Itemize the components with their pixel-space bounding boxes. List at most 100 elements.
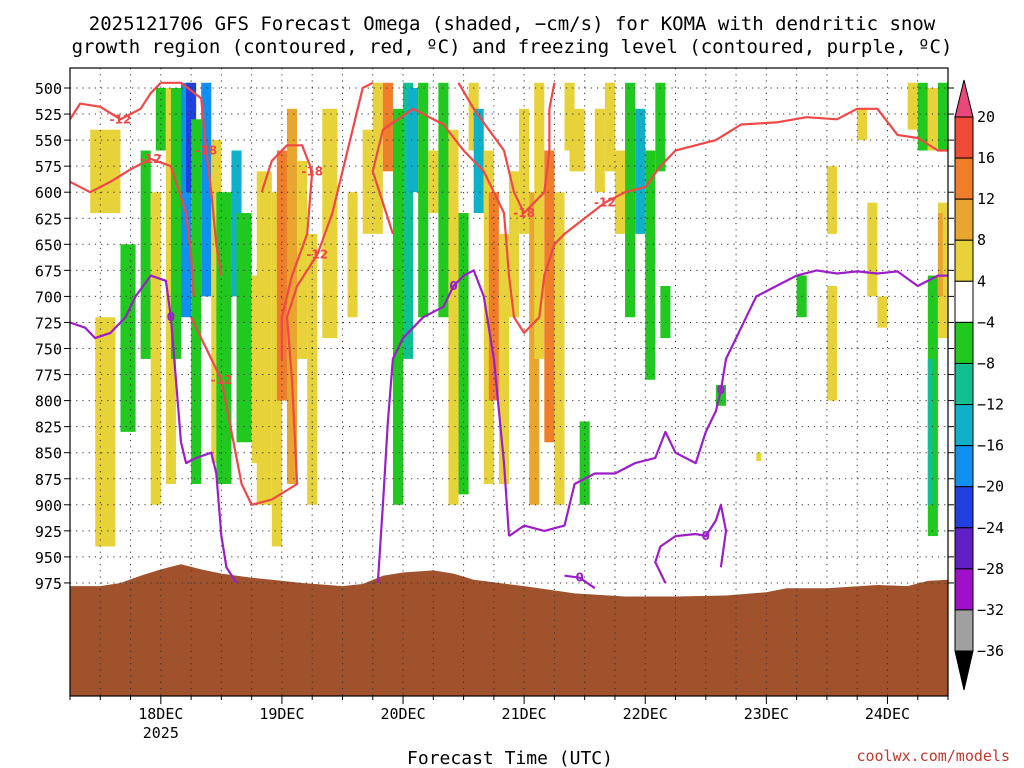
colorbar-box-10 [954, 527, 974, 570]
omega-cell-55 [645, 150, 656, 380]
omega-cell-15 [236, 213, 252, 443]
colorbar-label-9: −20 [977, 478, 1004, 496]
chart-title-line-2: growth region (contoured, red, ºC) and f… [72, 36, 953, 58]
x-year-label: 2025 [143, 724, 179, 742]
omega-cell-54 [635, 108, 646, 234]
y-tick-label-4: 600 [35, 184, 62, 202]
colorbar-label-0: 20 [977, 108, 995, 126]
omega-cell-67 [917, 82, 928, 151]
y-axis: 500 525 550 575 600 625 650 675 700 725 750 775 800 8… [35, 80, 954, 593]
dgz-contour-line-2 [160, 81, 223, 276]
omega-cell-68 [927, 88, 938, 151]
x-tick-label-0: 18DEC [138, 705, 183, 723]
omega-cell-65 [877, 296, 888, 328]
freezing-contour-label-3: 0 [702, 529, 710, 543]
omega-cell-8 [181, 82, 192, 318]
omega-cell-0 [90, 129, 121, 214]
omega-cell-24 [347, 192, 358, 318]
omega-cell-7 [170, 88, 182, 359]
omega-cell-5 [155, 88, 166, 151]
x-tick-label-2: 20DEC [380, 705, 425, 723]
x-axis-label: Forecast Time (UTC) [407, 748, 613, 768]
y-tick-label-5: 625 [35, 210, 62, 228]
colorbar-label-12: −32 [977, 601, 1004, 619]
omega-cell-2 [120, 244, 136, 432]
colorbar-box-0 [954, 116, 974, 159]
y-tick-label-19: 975 [35, 575, 62, 593]
dgz-contour-label-1: -12 [140, 152, 162, 166]
dgz-contour-line-3 [260, 144, 314, 359]
colorbar: 20 16 12 8 4 −4 −8 −12 −16 −20 −24 −28 −32 −36 [954, 79, 1004, 691]
colorbar-box-1 [954, 157, 974, 200]
omega-cell-3 [140, 150, 151, 359]
y-tick-label-0: 500 [35, 80, 62, 98]
colorbar-box-6 [954, 362, 974, 406]
y-tick-label-7: 675 [35, 262, 62, 280]
omega-cell-25 [362, 129, 373, 234]
dgz-contour-line-0 [70, 82, 162, 121]
y-tick-label-2: 550 [35, 132, 62, 150]
omega-cell-44 [534, 82, 545, 359]
omega-cell-32 [428, 150, 439, 214]
x-axis: 18DEC 19DEC 20DEC 21DEC 22DEC 23DEC 24DEC 2025 [69, 696, 949, 742]
freezing-contour-label-2: 0 [717, 383, 725, 397]
omega-cell-30 [408, 88, 419, 193]
omega-cell-59 [756, 452, 762, 462]
colorbar-box-5 [954, 321, 974, 364]
freezing-contour-line-1 [376, 269, 511, 584]
x-tick-label-5: 23DEC [744, 705, 789, 723]
colorbar-label-6: −8 [977, 354, 995, 372]
freezing-contour-line-0 [70, 274, 238, 584]
colorbar-label-3: 8 [977, 231, 986, 249]
colorbar-box-9 [954, 486, 974, 529]
omega-cell-57 [660, 285, 671, 339]
omega-cell-11 [201, 82, 212, 297]
colorbar-bottom-arrow [954, 650, 974, 691]
x-tick-label-6: 24DEC [865, 705, 910, 723]
colorbar-label-4: 4 [977, 272, 986, 290]
omega-cell-13 [216, 192, 232, 484]
omega-cell-62 [826, 285, 837, 401]
omega-cell-48 [569, 108, 585, 172]
x-tick-label-1: 19DEC [259, 705, 304, 723]
colorbar-label-5: −4 [977, 313, 995, 331]
omega-cell-28 [392, 108, 404, 505]
freezing-level-contours: 0 0 0 0 0 [70, 269, 948, 590]
omega-cell-45 [544, 150, 555, 443]
omega-cell-17 [256, 171, 272, 505]
terrain-fill [70, 564, 948, 696]
omega-cell-63 [857, 108, 868, 141]
y-tick-label-16: 900 [35, 497, 62, 515]
omega-cell-53 [625, 82, 636, 318]
y-tick-label-6: 650 [35, 236, 62, 254]
y-tick-label-1: 525 [35, 106, 62, 124]
freezing-contour-line-3 [654, 503, 728, 584]
terrain-area [70, 564, 948, 696]
omega-cell-66 [907, 82, 918, 130]
omega-cell-9 [186, 82, 197, 193]
omega-cell-52 [614, 150, 626, 234]
omega-cell-29 [403, 82, 414, 359]
colorbar-box-3 [954, 239, 974, 282]
plot-frame [69, 67, 949, 697]
colorbar-label-13: −36 [977, 642, 1004, 660]
omega-cell-42 [519, 108, 530, 234]
omega-cell-41 [509, 171, 520, 318]
dgz-contour-label-6: -12 [594, 196, 616, 210]
colorbar-label-11: −28 [977, 560, 1004, 578]
omega-cell-34 [448, 129, 459, 505]
omega-cell-20 [286, 108, 298, 484]
dotted-grid [70, 68, 948, 696]
omega-cell-37 [473, 108, 484, 214]
omega-cell-26 [372, 82, 383, 234]
x-tick-label-3: 21DEC [502, 705, 547, 723]
colorbar-box-12 [954, 609, 974, 652]
omega-cell-19 [276, 150, 287, 401]
y-tick-label-8: 700 [35, 288, 62, 306]
y-tick-label-13: 825 [35, 419, 62, 437]
y-tick-label-15: 875 [35, 471, 62, 489]
freezing-contour-label-4: 0 [575, 571, 583, 585]
dgz-contour-label-5: -12 [306, 248, 328, 262]
omega-cell-21 [297, 160, 308, 359]
